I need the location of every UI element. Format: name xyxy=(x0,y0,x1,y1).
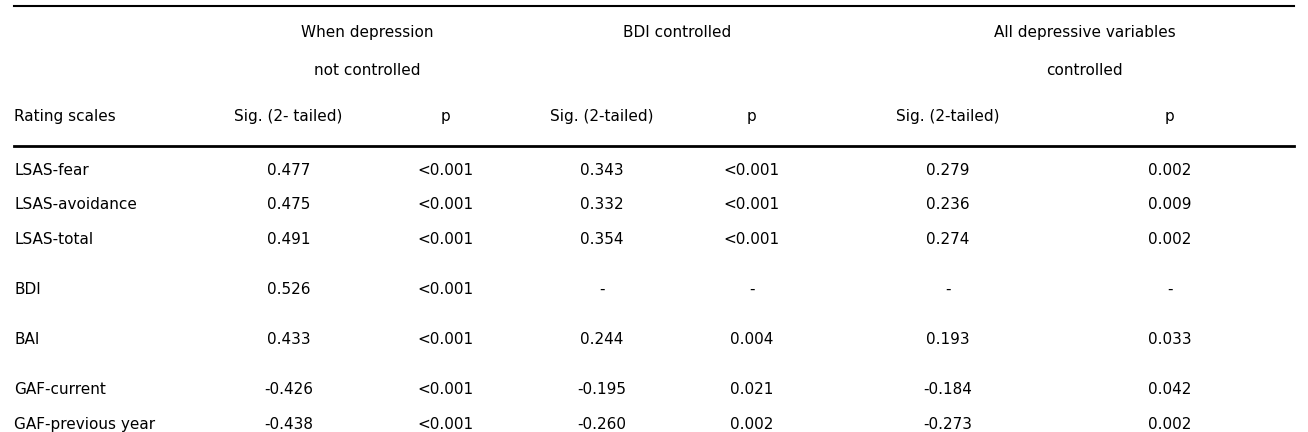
Text: not controlled: not controlled xyxy=(314,63,420,78)
Text: GAF-previous year: GAF-previous year xyxy=(14,416,156,432)
Text: <0.001: <0.001 xyxy=(723,197,780,213)
Text: 0.033: 0.033 xyxy=(1147,332,1192,347)
Text: 0.332: 0.332 xyxy=(579,197,624,213)
Text: LSAS-total: LSAS-total xyxy=(14,232,94,247)
Text: 0.002: 0.002 xyxy=(1148,416,1192,432)
Text: 0.244: 0.244 xyxy=(581,332,624,347)
Text: LSAS-fear: LSAS-fear xyxy=(14,163,89,178)
Text: 0.433: 0.433 xyxy=(267,332,310,347)
Text: 0.475: 0.475 xyxy=(267,197,310,213)
Text: -0.195: -0.195 xyxy=(577,382,627,397)
Text: -0.260: -0.260 xyxy=(577,416,627,432)
Text: All depressive variables: All depressive variables xyxy=(994,25,1176,40)
Text: 0.042: 0.042 xyxy=(1148,382,1192,397)
Text: <0.001: <0.001 xyxy=(417,197,473,213)
Text: <0.001: <0.001 xyxy=(417,332,473,347)
Text: -0.438: -0.438 xyxy=(264,416,313,432)
Text: <0.001: <0.001 xyxy=(417,416,473,432)
Text: 0.009: 0.009 xyxy=(1148,197,1192,213)
Text: 0.491: 0.491 xyxy=(267,232,310,247)
Text: 0.274: 0.274 xyxy=(926,232,969,247)
Text: 0.354: 0.354 xyxy=(579,232,624,247)
Text: 0.526: 0.526 xyxy=(267,282,310,297)
Text: p: p xyxy=(747,109,757,124)
Text: 0.193: 0.193 xyxy=(926,332,969,347)
Text: -: - xyxy=(1167,282,1172,297)
Text: When depression: When depression xyxy=(301,25,433,40)
Text: <0.001: <0.001 xyxy=(417,163,473,178)
Text: BDI: BDI xyxy=(14,282,41,297)
Text: <0.001: <0.001 xyxy=(417,232,473,247)
Text: Sig. (2-tailed): Sig. (2-tailed) xyxy=(551,109,654,124)
Text: -: - xyxy=(944,282,951,297)
Text: -0.273: -0.273 xyxy=(923,416,972,432)
Text: -: - xyxy=(599,282,604,297)
Text: <0.001: <0.001 xyxy=(417,382,473,397)
Text: BAI: BAI xyxy=(14,332,39,347)
Text: p: p xyxy=(1164,109,1175,124)
Text: p: p xyxy=(441,109,450,124)
Text: Sig. (2- tailed): Sig. (2- tailed) xyxy=(234,109,343,124)
Text: Sig. (2-tailed): Sig. (2-tailed) xyxy=(896,109,999,124)
Text: 0.279: 0.279 xyxy=(926,163,969,178)
Text: GAF-current: GAF-current xyxy=(14,382,106,397)
Text: LSAS-avoidance: LSAS-avoidance xyxy=(14,197,137,213)
Text: controlled: controlled xyxy=(1046,63,1124,78)
Text: -: - xyxy=(749,282,755,297)
Text: -0.184: -0.184 xyxy=(923,382,972,397)
Text: <0.001: <0.001 xyxy=(723,232,780,247)
Text: 0.236: 0.236 xyxy=(926,197,969,213)
Text: <0.001: <0.001 xyxy=(723,163,780,178)
Text: 0.004: 0.004 xyxy=(730,332,773,347)
Text: 0.021: 0.021 xyxy=(730,382,773,397)
Text: BDI controlled: BDI controlled xyxy=(623,25,731,40)
Text: -0.426: -0.426 xyxy=(264,382,313,397)
Text: 0.002: 0.002 xyxy=(730,416,773,432)
Text: 0.002: 0.002 xyxy=(1148,163,1192,178)
Text: 0.002: 0.002 xyxy=(1148,232,1192,247)
Text: 0.343: 0.343 xyxy=(579,163,624,178)
Text: Rating scales: Rating scales xyxy=(14,109,116,124)
Text: <0.001: <0.001 xyxy=(417,282,473,297)
Text: 0.477: 0.477 xyxy=(267,163,310,178)
